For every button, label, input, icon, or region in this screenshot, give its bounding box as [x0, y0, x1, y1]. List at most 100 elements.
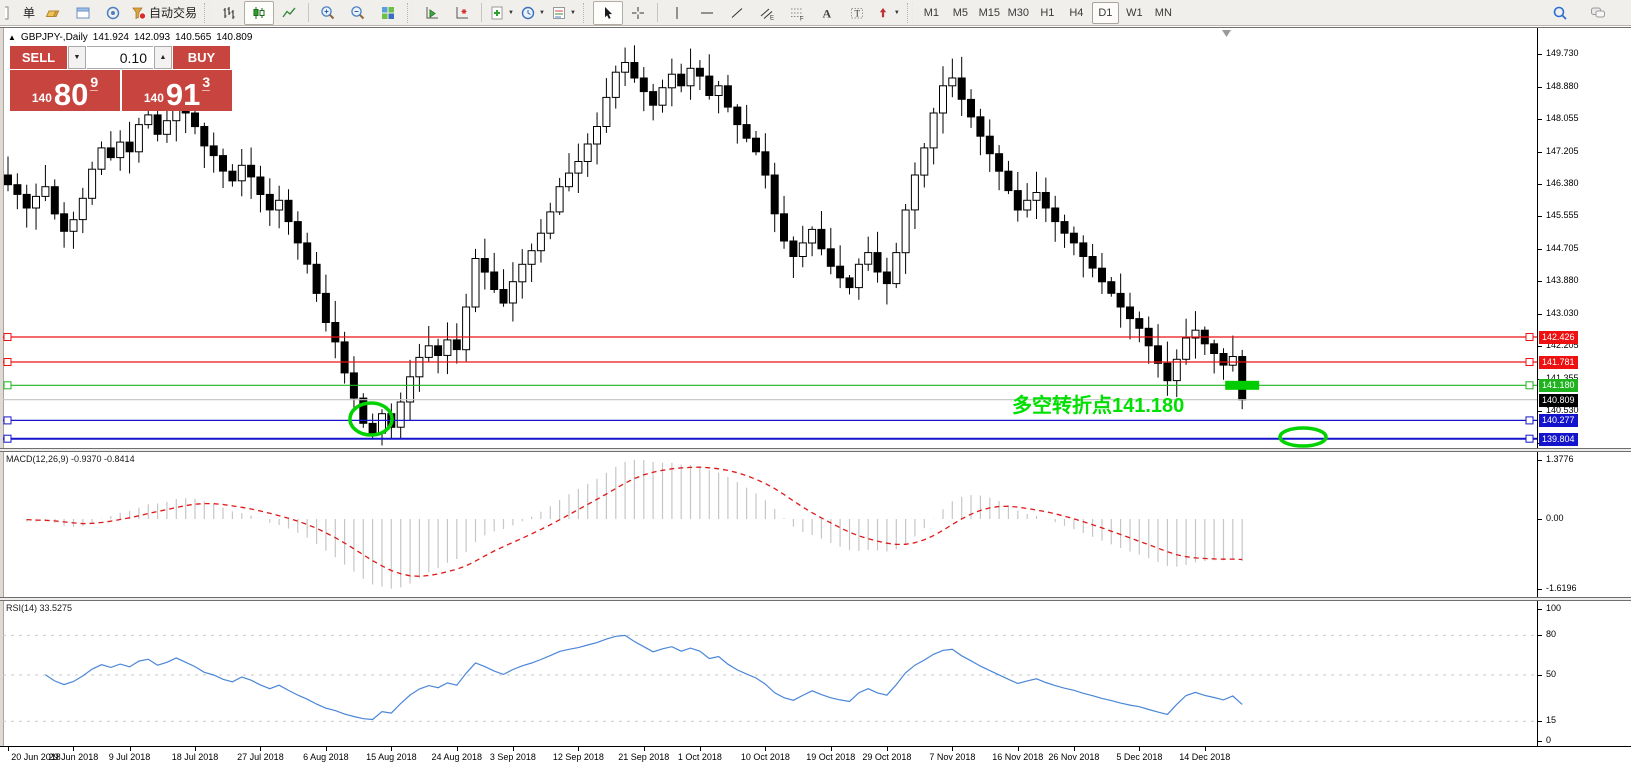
equidistant-channel-button[interactable]: E: [752, 1, 782, 25]
candle: [13, 173, 22, 210]
templates-button[interactable]: ▼: [548, 1, 579, 25]
auto-scroll-button[interactable]: [417, 1, 447, 25]
candlestick-button[interactable]: [244, 0, 275, 25]
line-handle[interactable]: [1525, 333, 1534, 341]
price-axis-label: 143.880: [1546, 274, 1579, 285]
date-tick-mark: [8, 747, 9, 751]
buy-button[interactable]: BUY: [173, 46, 230, 69]
line-handle[interactable]: [1525, 381, 1534, 390]
price-axis-label: 139.804: [1539, 432, 1578, 446]
indicators-button[interactable]: ▼: [486, 1, 517, 25]
candle: [705, 54, 714, 100]
panel-splitter[interactable]: [0, 597, 1631, 601]
timeframe-M1[interactable]: M1: [923, 6, 939, 19]
arrows-dropdown-caret[interactable]: ▼: [893, 9, 900, 16]
date-tick-mark: [643, 747, 645, 751]
timeframe-D1[interactable]: D1: [1091, 1, 1119, 24]
chat-icon: [1590, 5, 1606, 21]
new-chart-button[interactable]: [68, 1, 98, 25]
candle: [845, 275, 854, 295]
date-axis[interactable]: 20 Jun 2018 29 Jun 2018 9 Jul 2018 18 Jul 2…: [0, 746, 1631, 767]
line-handle[interactable]: [3, 381, 12, 390]
volume-input[interactable]: [87, 46, 153, 69]
date-tick-mark: [260, 747, 262, 751]
crosshair-button[interactable]: [623, 1, 653, 25]
chart-window-left-border: [0, 28, 4, 767]
candlestick-icon: [251, 5, 267, 21]
candle: [237, 149, 246, 197]
candle: [1098, 253, 1106, 294]
collapse-trade-panel-button[interactable]: ▲: [8, 32, 16, 42]
candle: [742, 104, 751, 143]
candle: [1023, 183, 1032, 218]
candle: [1219, 348, 1228, 380]
templates-dropdown-caret[interactable]: ▼: [569, 9, 576, 16]
line-handle[interactable]: [3, 416, 12, 425]
cursor-button[interactable]: [592, 0, 623, 25]
line-chart-button[interactable]: [274, 1, 304, 25]
horizontal-line-button[interactable]: [692, 1, 722, 25]
timeframe-MN[interactable]: MN: [1154, 6, 1172, 19]
close-value: 140.809: [216, 32, 253, 43]
candle: [349, 356, 358, 410]
ellipse-annotation[interactable]: [348, 401, 394, 437]
text-annotation[interactable]: 多空转折点141.180: [1012, 393, 1184, 417]
volume-decrease-button[interactable]: ▼: [68, 46, 86, 69]
chart-shift-button[interactable]: [447, 1, 477, 25]
axis-tick-mark: [1538, 86, 1542, 88]
sell-price-button[interactable]: 140 80 9: [10, 70, 120, 111]
panel-splitter[interactable]: [0, 448, 1631, 452]
line-handle[interactable]: [3, 333, 12, 341]
candle: [864, 236, 873, 271]
periods-icon: [520, 5, 536, 21]
line-handle[interactable]: [1525, 416, 1534, 425]
line-handle[interactable]: [1525, 434, 1534, 443]
timeframe-H4[interactable]: H4: [1069, 6, 1084, 19]
price-axis[interactable]: 149.730 148.880 148.055 147.205 146.380 145.5…: [1537, 28, 1631, 746]
tile-windows-button[interactable]: [373, 1, 403, 25]
candle: [1228, 335, 1237, 372]
text-label-button[interactable]: T: [842, 1, 872, 25]
ellipse-annotation[interactable]: [1278, 426, 1328, 448]
indicators-dropdown-caret[interactable]: ▼: [508, 9, 514, 16]
crosshair-icon: [630, 5, 646, 21]
sell-button[interactable]: SELL: [10, 46, 67, 69]
line-handle[interactable]: [1525, 358, 1534, 366]
search-button[interactable]: [1545, 1, 1575, 25]
navigator-button[interactable]: [98, 1, 128, 25]
fibonacci-button[interactable]: F: [782, 1, 812, 25]
line-handle[interactable]: [3, 358, 12, 366]
line-handle[interactable]: [3, 434, 12, 443]
vertical-line-button[interactable]: [662, 1, 692, 25]
candle: [770, 162, 779, 233]
chat-button[interactable]: [1583, 1, 1613, 25]
macd-indicator-plot[interactable]: [0, 452, 1537, 597]
zoom-in-button[interactable]: [313, 1, 343, 25]
eraser-button[interactable]: [38, 1, 68, 25]
timeframe-M30[interactable]: M30: [1007, 6, 1030, 19]
periods-button[interactable]: ▼: [517, 1, 548, 25]
text-button[interactable]: A: [812, 1, 842, 25]
bar-chart-button[interactable]: [214, 1, 244, 25]
autotrading-button[interactable]: 自动交易: [128, 1, 200, 25]
new-order-button[interactable]: 单: [2, 1, 38, 25]
zoom-out-button[interactable]: [343, 1, 373, 25]
timeframe-H1[interactable]: H1: [1040, 6, 1055, 19]
candle: [256, 165, 265, 213]
timeframe-W1[interactable]: W1: [1126, 6, 1143, 19]
timeframe-M15[interactable]: M15: [978, 6, 1001, 19]
arrows-button[interactable]: ▼: [872, 1, 903, 25]
rsi-indicator-plot[interactable]: [0, 601, 1537, 746]
timeframe-M5[interactable]: M5: [952, 6, 968, 19]
volume-increase-button[interactable]: ▲: [154, 46, 172, 69]
periods-dropdown-caret[interactable]: ▼: [538, 9, 545, 16]
sell-price-pips: 80: [53, 76, 89, 112]
date-tick-mark: [1204, 747, 1206, 751]
main-chart-plot[interactable]: 多空转折点141.180: [0, 28, 1537, 448]
candle: [1004, 160, 1013, 195]
price-axis-label: 142.426: [1539, 331, 1578, 344]
trendline-button[interactable]: [722, 1, 752, 25]
buy-price-button[interactable]: 140 91 3: [122, 70, 232, 111]
axis-tick-mark: [1538, 459, 1542, 461]
candle-highlight-annotation[interactable]: [1225, 380, 1260, 390]
